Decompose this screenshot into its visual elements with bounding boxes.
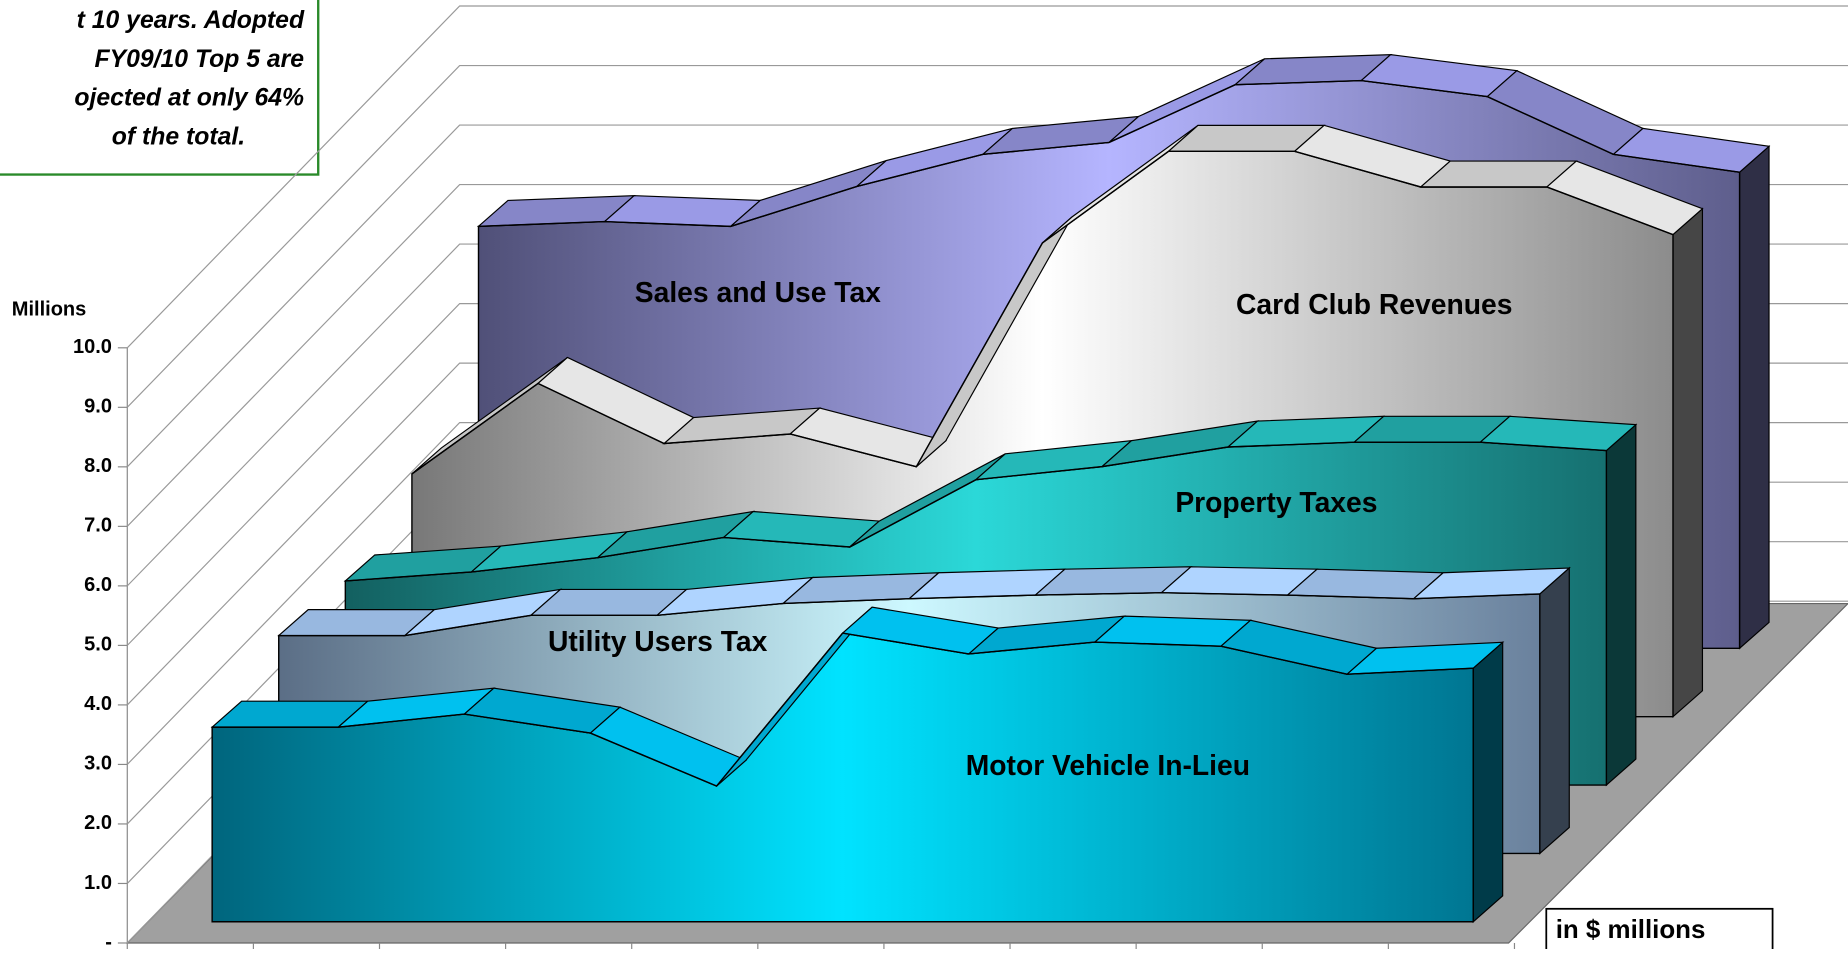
area-line [478, 79, 1740, 228]
area-line [345, 441, 1607, 582]
unit-box [1545, 907, 1774, 954]
y-tick-label: 1.0 [84, 872, 112, 894]
y-tick-label: 2.0 [84, 812, 112, 834]
grid-line [126, 5, 1848, 349]
y-tick-label: 3.0 [84, 753, 112, 775]
area-side [1472, 640, 1504, 924]
note-line: t 10 years. Adopted [77, 7, 305, 34]
unit-label: in $ millions [1556, 916, 1706, 944]
note-line: ojected at only 64% [74, 85, 304, 112]
y-tick-label: 6.0 [84, 574, 112, 596]
series-label: Motor Vehicle In-Lieu [966, 749, 1250, 781]
area-side [1672, 207, 1704, 718]
note-line: FY09/10 Top 5 are [95, 46, 305, 73]
series-label: Card Club Revenues [1236, 288, 1512, 320]
area-side [1738, 144, 1770, 650]
area-line [411, 150, 1674, 475]
series-label: Utility Users Tax [548, 625, 768, 657]
area-side [1605, 423, 1637, 787]
y-tick-label: 9.0 [84, 396, 112, 418]
area-side [1539, 566, 1570, 855]
area-line [212, 632, 1474, 787]
y-tick-label: 8.0 [84, 455, 112, 477]
y-tick-label: 4.0 [84, 693, 112, 715]
y-tick-label: - [105, 931, 112, 949]
y-tick-label: 10.0 [73, 336, 112, 358]
y-tick-label: 7.0 [84, 515, 112, 537]
area-line [278, 592, 1540, 637]
note-box [0, 0, 320, 176]
y-axis-label: Millions [12, 298, 87, 320]
series-label: Sales and Use Tax [635, 276, 881, 308]
note-line: of the total. [112, 124, 245, 151]
y-tick-label: 5.0 [84, 634, 112, 656]
series-label: Property Taxes [1175, 486, 1377, 518]
